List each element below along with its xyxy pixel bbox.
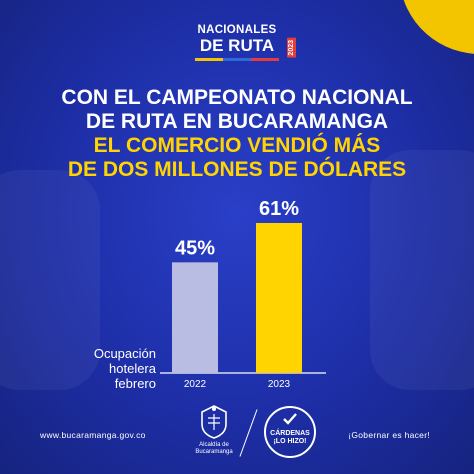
stamp-line1: CÁRDENAS xyxy=(270,430,310,437)
logo-line2: DE RUTA xyxy=(199,36,275,55)
headline-line1: CON EL CAMPEONATO NACIONAL xyxy=(61,86,413,109)
stripe-red xyxy=(251,58,279,61)
headline: CON EL CAMPEONATO NACIONAL DE RUTA EN BU… xyxy=(0,86,474,182)
bar-2022 xyxy=(172,262,218,373)
logo-color-stripe xyxy=(195,58,279,61)
crest-label-line1: Alcaldía de xyxy=(199,442,229,448)
category-label-2022: 2022 xyxy=(184,379,207,390)
city-crest-icon xyxy=(201,405,227,439)
checkmark-icon xyxy=(283,413,297,425)
stripe-blue xyxy=(223,58,251,61)
category-label-2023: 2023 xyxy=(268,379,291,390)
crest-label-line2: Bucaramanga xyxy=(195,449,233,455)
slogan: ¡Gobernar es hacer! xyxy=(348,430,430,440)
chart-ylabel: Ocupación hotelera febrero xyxy=(38,346,156,391)
cardenas-stamp: CÁRDENAS ¡LO HIZO! xyxy=(264,406,316,458)
headline-line2: DE RUTA EN BUCARAMANGA xyxy=(85,110,389,133)
stamp-line2: ¡LO HIZO! xyxy=(273,438,307,445)
headline-line4: DE DOS MILLONES DE DÓLARES xyxy=(67,158,407,181)
value-label-2023: 61% xyxy=(259,198,299,220)
ylabel-line3: febrero xyxy=(114,376,156,391)
footer: www.bucaramanga.gov.co Alcaldía de Bucar… xyxy=(0,398,474,474)
stripe-yellow xyxy=(195,58,223,61)
bar-2023 xyxy=(256,223,302,373)
crest-label: Alcaldía de Bucaramanga xyxy=(178,442,250,456)
value-label-2022: 45% xyxy=(175,237,215,259)
event-logo: NACIONALES DE RUTA 2023 xyxy=(184,24,296,61)
logo-line1: NACIONALES xyxy=(197,24,277,36)
ylabel-line2: hotelera xyxy=(109,361,156,376)
background-silhouette-right xyxy=(370,150,474,390)
ylabel-line1: Ocupación xyxy=(93,346,156,361)
background-silhouette-left xyxy=(0,170,100,390)
headline-line3: EL COMERCIO VENDIÓ MÁS xyxy=(93,134,381,157)
website-link[interactable]: www.bucaramanga.gov.co xyxy=(40,430,146,440)
